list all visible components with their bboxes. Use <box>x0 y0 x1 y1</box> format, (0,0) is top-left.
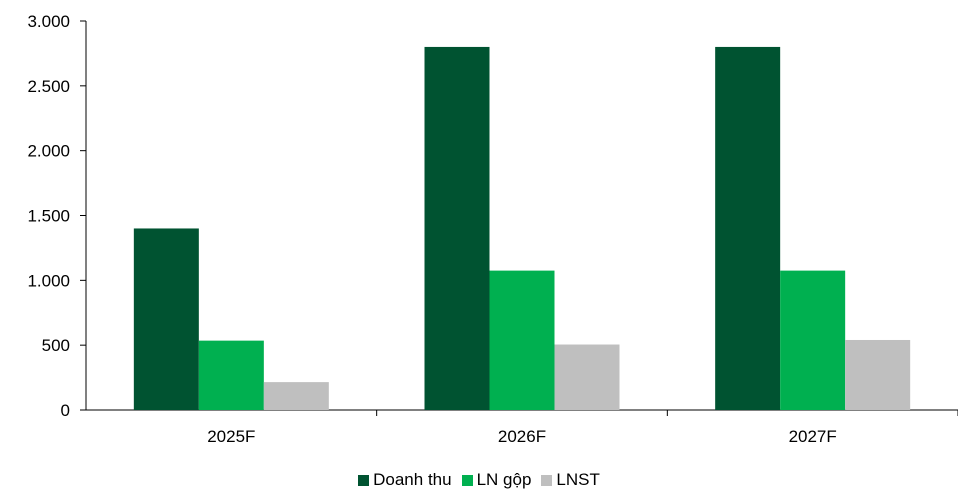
y-tick-label: 1.000 <box>27 271 70 290</box>
y-tick-label: 2.500 <box>27 77 70 96</box>
y-tick-label: 2.000 <box>27 142 70 161</box>
bar-2026F-2 <box>489 270 555 410</box>
bars <box>133 46 911 410</box>
x-axis: 2025F 2026F 2027F <box>86 409 958 446</box>
bar-2025F-2 <box>198 340 264 410</box>
x-tick-label: 2026F <box>498 427 546 446</box>
y-tick-label: 0 <box>61 401 70 420</box>
bar-2026F-3 <box>554 344 620 410</box>
legend: Doanh thu LN gộp LNST <box>0 470 958 490</box>
y-tick-label: 3.000 <box>27 12 70 31</box>
legend-swatch <box>461 474 473 486</box>
bar-2027F-2 <box>780 270 846 410</box>
bar-chart: 0 500 1.000 1.500 2.000 2.500 3.000 2025F 2026F… <box>27 12 958 446</box>
legend-label: LN gộp <box>476 470 532 489</box>
legend-swatch <box>541 474 553 486</box>
legend-item: LN gộp <box>461 470 532 490</box>
legend-item: LNST <box>541 470 600 490</box>
legend-label: LNST <box>556 470 600 489</box>
y-tick-label: 500 <box>42 336 70 355</box>
x-tick-label: 2025F <box>207 427 255 446</box>
y-tick-label: 1.500 <box>27 207 70 226</box>
bar-2026F-1 <box>424 46 490 410</box>
bar-2025F-1 <box>133 228 199 410</box>
y-axis: 0 500 1.000 1.500 2.000 2.500 3.000 <box>27 12 87 420</box>
legend-label: Doanh thu <box>373 470 452 489</box>
bar-2025F-3 <box>263 382 329 410</box>
legend-item: Doanh thu <box>358 470 452 490</box>
x-tick-label: 2027F <box>789 427 837 446</box>
bar-2027F-1 <box>715 46 781 410</box>
bar-2027F-3 <box>845 339 911 410</box>
legend-swatch <box>358 474 370 486</box>
